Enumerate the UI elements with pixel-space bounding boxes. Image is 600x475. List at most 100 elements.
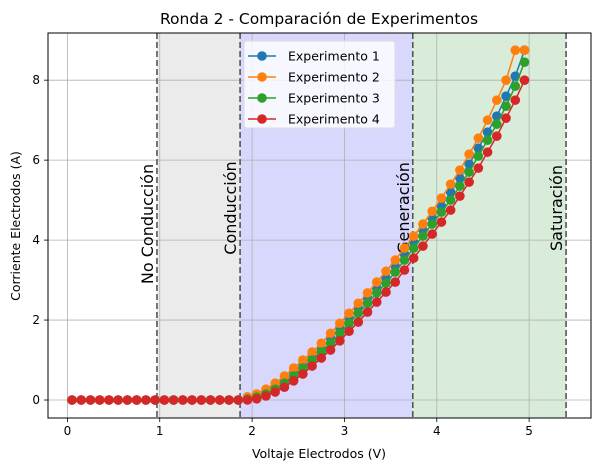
data-point xyxy=(353,298,364,309)
data-point xyxy=(464,167,474,177)
data-point xyxy=(187,395,197,405)
data-point xyxy=(335,328,345,339)
data-point xyxy=(445,187,456,197)
data-point xyxy=(94,395,105,405)
legend-label: Experimento 3 xyxy=(288,91,380,106)
data-point xyxy=(473,133,484,143)
x-tick-label: 1 xyxy=(156,424,164,438)
data-point xyxy=(519,57,530,67)
data-point xyxy=(307,347,317,357)
data-point xyxy=(445,195,456,205)
x-tick-label: 3 xyxy=(341,424,349,438)
data-point xyxy=(436,217,447,227)
data-point xyxy=(436,207,447,217)
data-point xyxy=(141,395,151,405)
data-point xyxy=(371,297,382,307)
chart-title: Ronda 2 - Comparación de Experimentos xyxy=(160,10,478,28)
data-point xyxy=(178,395,188,405)
data-point xyxy=(233,395,244,405)
data-point xyxy=(510,95,521,105)
data-point xyxy=(408,253,419,263)
data-point xyxy=(455,181,465,191)
y-tick-label: 0 xyxy=(32,393,40,407)
legend-label: Experimento 4 xyxy=(288,112,380,127)
legend-marker xyxy=(257,93,267,103)
data-point xyxy=(113,395,123,405)
data-point xyxy=(482,115,493,125)
data-point xyxy=(150,395,160,405)
plot-area: 0 1 2 3 4 5 0 2 4 6 8 No Conducción Conducción Genera… xyxy=(32,32,592,438)
data-point xyxy=(288,363,299,373)
data-point xyxy=(510,45,521,55)
data-point xyxy=(344,318,354,329)
y-tick-label: 8 xyxy=(32,73,40,87)
data-point xyxy=(501,101,511,111)
region-label: Conducción xyxy=(221,161,240,254)
data-point xyxy=(418,241,428,251)
data-point xyxy=(224,395,234,405)
data-point xyxy=(371,288,382,298)
data-point xyxy=(399,255,410,265)
data-point xyxy=(168,395,179,405)
series-group xyxy=(67,45,530,405)
data-point xyxy=(464,177,474,187)
x-tick-label: 4 xyxy=(433,424,441,438)
x-tick-label: 2 xyxy=(248,424,256,438)
data-point xyxy=(510,81,521,91)
data-point xyxy=(279,371,290,381)
data-point xyxy=(455,173,465,183)
data-point xyxy=(492,119,502,129)
data-point xyxy=(482,135,493,145)
data-point xyxy=(519,45,530,55)
data-point xyxy=(270,387,280,397)
data-point xyxy=(381,278,391,289)
data-point xyxy=(455,191,465,201)
data-point xyxy=(418,231,428,241)
data-point xyxy=(67,395,77,405)
legend-marker xyxy=(257,114,267,124)
data-point xyxy=(427,206,437,217)
data-point xyxy=(436,193,447,203)
legend-label: Experimento 1 xyxy=(288,49,380,64)
data-point xyxy=(325,345,336,355)
data-point xyxy=(381,266,391,277)
data-point xyxy=(427,229,437,239)
data-point xyxy=(76,395,87,405)
data-point xyxy=(455,165,465,175)
data-point xyxy=(362,298,373,309)
data-point xyxy=(473,163,484,173)
data-point xyxy=(445,179,456,189)
data-point xyxy=(427,219,437,229)
y-tick-label: 2 xyxy=(32,313,40,327)
data-point xyxy=(335,318,345,329)
data-point xyxy=(408,243,419,253)
data-point xyxy=(344,326,354,337)
x-tick-label: 5 xyxy=(525,424,533,438)
data-point xyxy=(390,277,401,287)
data-point xyxy=(288,376,299,386)
data-point xyxy=(501,91,511,101)
region-label: Saturación xyxy=(547,165,566,251)
data-point xyxy=(482,147,493,157)
data-point xyxy=(418,219,428,229)
data-point xyxy=(298,369,308,379)
legend-marker xyxy=(257,51,267,61)
y-tick-label: 6 xyxy=(32,153,40,167)
data-point xyxy=(104,395,114,405)
data-point xyxy=(279,382,290,393)
region-label: No Conducción xyxy=(138,164,157,284)
data-point xyxy=(242,395,253,405)
legend: Experimento 1 Experimento 2 Experimento 3 E… xyxy=(243,40,396,129)
data-point xyxy=(353,308,364,319)
region-label: Generación xyxy=(394,162,413,254)
data-point xyxy=(316,338,327,349)
data-point xyxy=(298,355,308,365)
data-point xyxy=(261,391,271,401)
data-point xyxy=(362,288,373,298)
data-point xyxy=(473,151,484,161)
data-point xyxy=(399,243,410,253)
data-point xyxy=(307,361,317,371)
y-tick-label: 4 xyxy=(32,233,40,247)
data-point xyxy=(464,149,474,159)
